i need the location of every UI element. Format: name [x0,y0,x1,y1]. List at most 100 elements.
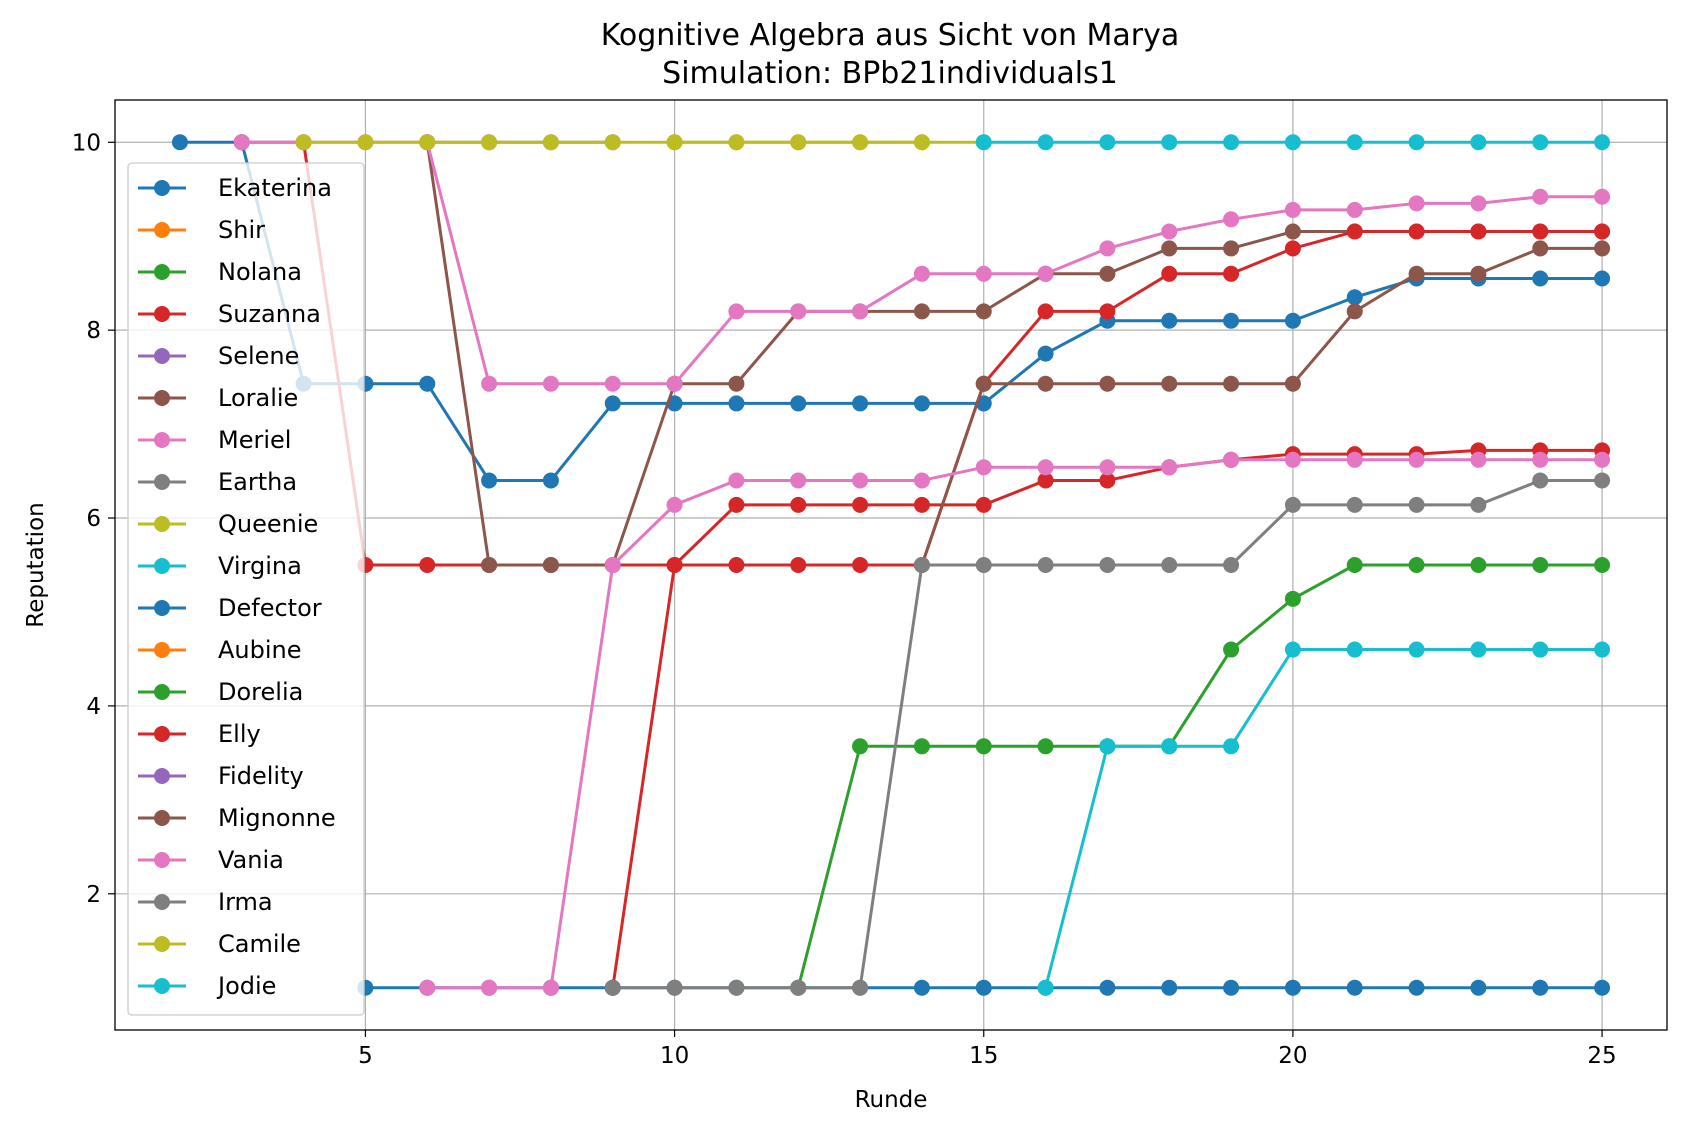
data-point [1099,979,1116,996]
data-point [728,472,745,489]
data-point [481,557,498,573]
data-point [1594,270,1611,287]
data-point [542,375,559,392]
data-point [542,134,559,151]
data-point [604,979,621,996]
data-point [1223,134,1240,151]
plot-frame [114,99,1668,1031]
series-line [796,563,1603,989]
data-point [852,303,869,320]
series-ekaterina [171,134,1611,489]
data-point [1161,223,1178,240]
data-point [1346,979,1363,996]
data-point [1594,557,1611,573]
data-point [1532,188,1549,205]
legend-item: Virgina [138,552,302,580]
y-tick-label: 10 [72,130,101,156]
data-point [481,979,498,996]
x-axis-label: Runde [855,1087,928,1113]
data-point [1037,375,1054,392]
data-point [1099,134,1116,151]
legend-label: Camile [218,930,301,958]
data-point [728,303,745,320]
data-point [1532,472,1549,489]
y-tick-label: 4 [86,694,101,720]
data-point [1284,590,1301,607]
legend-frame [127,162,365,1016]
data-point [666,134,683,151]
data-point [1346,451,1363,468]
data-point [728,395,745,412]
data-point [1161,557,1178,573]
series-line [1044,648,1603,989]
data-point [1408,557,1425,573]
legend-item: Shir [138,216,265,244]
data-point [419,375,436,392]
data-point [1284,375,1301,392]
data-point [1099,240,1116,257]
data-point [728,979,745,996]
legend-label: Meriel [218,426,291,454]
series-virgina [975,134,1611,151]
data-point [1037,738,1054,755]
data-point [1408,451,1425,468]
legend-item: Mignonne [138,804,336,832]
legend-item: Eartha [138,468,297,496]
data-point [1470,451,1487,468]
legend-label: Irma [218,888,273,916]
x-tick-label: 25 [1587,1043,1616,1069]
data-point [1161,375,1178,392]
data-point [1408,641,1425,658]
data-point [1346,303,1363,320]
legend-label: Fidelity [218,762,304,790]
data-point [790,557,807,573]
legend-marker [154,936,170,952]
data-point [1470,265,1487,282]
series-vania [419,451,1611,996]
data-point [1223,451,1240,468]
series-line [920,246,1603,566]
legend-label: Vania [218,846,284,874]
data-point [1161,134,1178,151]
data-point [1532,240,1549,257]
data-point [1161,738,1178,755]
data-point [1161,312,1178,329]
legend-marker [154,810,170,826]
data-point [666,496,683,513]
legend-label: Mignonne [218,804,336,832]
data-point [1037,979,1054,996]
legend-item: Loralie [138,384,298,412]
data-point [852,557,869,573]
data-point [1037,345,1054,362]
data-point [1594,134,1611,151]
legend-label: Nolana [218,258,302,286]
data-point [975,738,992,755]
x-tick-label: 20 [1278,1043,1307,1069]
series-jodie [1037,641,1611,996]
data-point [913,738,930,755]
data-point [1284,496,1301,513]
legend-label: Jodie [216,972,276,1000]
series-elly [604,223,1611,996]
data-point [295,134,312,151]
legend-marker [154,390,170,406]
y-tick-label: 6 [86,506,101,532]
legend-marker [154,768,170,784]
data-point [852,496,869,513]
legend-item: Elly [138,720,261,748]
legend-marker [154,348,170,364]
data-point [1223,265,1240,282]
data-point [481,134,498,151]
data-point [975,134,992,151]
legend-item: Selene [138,342,299,370]
data-point [604,557,621,573]
data-point [852,134,869,151]
legend-marker [154,726,170,742]
legend-label: Elly [218,720,261,748]
data-point [913,265,930,282]
data-point [1408,223,1425,240]
data-point [1099,459,1116,476]
data-point [542,979,559,996]
data-point [1594,472,1611,489]
